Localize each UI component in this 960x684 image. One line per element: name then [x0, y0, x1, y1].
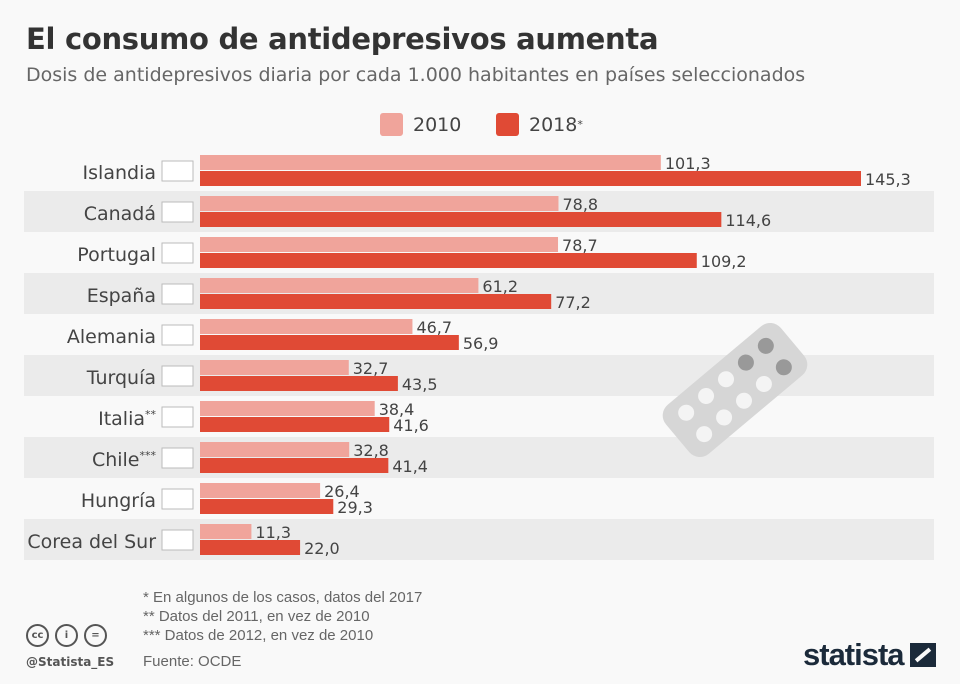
legend-label: 2010	[413, 113, 462, 136]
category-label: Canadá	[84, 203, 156, 225]
data-label: 78,7	[562, 236, 598, 255]
category-label: Islandia	[83, 162, 156, 184]
legend-swatch	[496, 113, 519, 136]
bar-2018	[200, 417, 390, 432]
data-label: 46,7	[416, 318, 452, 337]
data-label: 56,9	[463, 334, 499, 353]
data-label: 32,8	[353, 441, 389, 460]
category-label: Hungría	[81, 490, 156, 512]
pill-pack-icon	[662, 323, 808, 457]
flag-hungría-icon	[161, 488, 194, 510]
bar-2010	[200, 196, 559, 211]
category-label: Turquía	[86, 367, 156, 389]
footnote: * En algunos de los casos, datos del 201…	[143, 589, 423, 606]
bar-2018	[200, 540, 301, 555]
bar-2010	[200, 278, 479, 293]
chart-title: El consumo de antidepresivos aumenta	[26, 22, 659, 56]
bar-2018	[200, 294, 552, 309]
flag-canadá-icon	[161, 201, 194, 223]
twitter-handle: @Statista_ES	[26, 655, 115, 669]
flag-turquía-icon	[161, 365, 194, 387]
bar-2018	[200, 171, 861, 186]
attribution-icon: i	[55, 624, 78, 647]
flag-alemania-icon	[161, 324, 194, 346]
data-label: 41,6	[393, 416, 429, 435]
bar-2018	[200, 335, 459, 350]
bar-2010	[200, 524, 252, 539]
legend-mark: *	[577, 118, 583, 131]
source: Fuente: OCDE	[143, 653, 242, 670]
bar-2018	[200, 376, 398, 391]
bar-2018	[200, 458, 389, 473]
no-derivatives-icon: =	[84, 624, 107, 647]
data-label: 41,4	[392, 457, 428, 476]
data-label: 61,2	[482, 277, 518, 296]
data-label: 29,3	[337, 498, 373, 517]
data-label: 38,4	[379, 400, 415, 419]
bar-2010	[200, 237, 559, 252]
statista-logo: statista	[803, 637, 936, 673]
category-label: Alemania	[67, 326, 156, 348]
flag-islandia-icon	[161, 160, 194, 182]
data-label: 32,7	[353, 359, 389, 378]
data-label: 77,2	[555, 293, 591, 312]
data-label: 78,8	[562, 195, 598, 214]
data-label: 43,5	[402, 375, 438, 394]
footnote: ** Datos del 2011, en vez de 2010	[143, 608, 370, 625]
data-label: 22,0	[304, 539, 340, 558]
bar-2010	[200, 442, 350, 457]
bar-2018	[200, 253, 697, 268]
legend-label: 2018	[529, 113, 578, 136]
category-label: Italia**	[98, 408, 156, 430]
flag-españa-icon	[161, 283, 194, 305]
bar-2010	[200, 319, 413, 334]
data-label: 145,3	[865, 170, 911, 189]
flag-corea-del-sur-icon	[161, 529, 194, 551]
bar-2010	[200, 360, 349, 375]
license-icons: cc i =	[26, 624, 107, 647]
data-label: 114,6	[725, 211, 771, 230]
cc-icon: cc	[26, 624, 49, 647]
bar-2010	[200, 401, 375, 416]
data-label: 109,2	[701, 252, 747, 271]
category-label: Corea del Sur	[27, 531, 156, 553]
row-band	[24, 437, 934, 478]
flag-portugal-icon	[161, 242, 194, 264]
flag-chile-icon	[161, 447, 194, 469]
footnote: *** Datos de 2012, en vez de 2010	[143, 627, 374, 644]
logo-text: statista	[803, 637, 905, 672]
flag-italia-icon	[161, 406, 194, 428]
legend-swatch	[380, 113, 403, 136]
legend-item-2010: 2010	[380, 113, 461, 136]
data-label: 26,4	[324, 482, 360, 501]
category-label: España	[87, 285, 156, 307]
bar-2010	[200, 155, 661, 170]
bar-2018	[200, 212, 722, 227]
bar-2010	[200, 483, 321, 498]
legend-item-2018: 2018 *	[496, 113, 583, 136]
data-label: 101,3	[665, 154, 711, 173]
category-label: Portugal	[77, 244, 156, 266]
bar-2018	[200, 499, 334, 514]
row-band	[24, 519, 934, 560]
data-label: 11,3	[255, 523, 291, 542]
chart-subtitle: Dosis de antidepresivos diaria por cada …	[26, 64, 806, 86]
logo-mark-icon	[909, 643, 936, 667]
